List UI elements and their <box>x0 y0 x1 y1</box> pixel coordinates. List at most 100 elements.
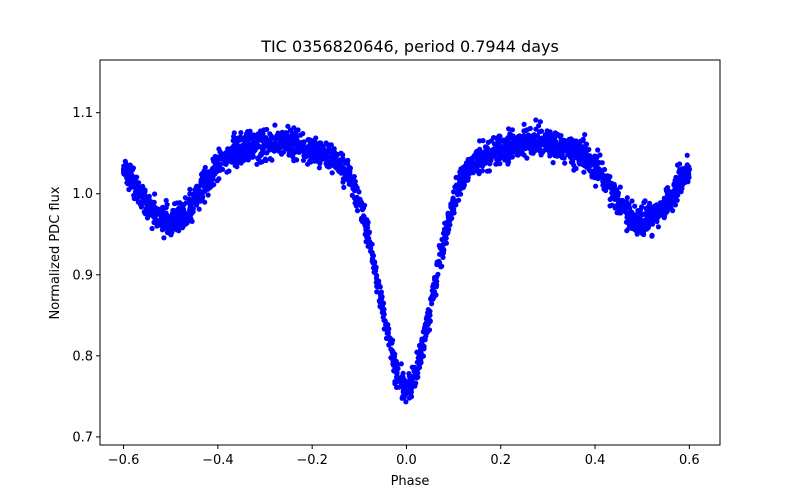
data-point <box>182 216 188 222</box>
data-point <box>307 137 313 143</box>
data-point <box>435 271 441 277</box>
data-point <box>216 176 222 182</box>
data-point <box>605 177 611 183</box>
data-point <box>594 166 600 172</box>
data-point <box>393 369 399 375</box>
data-point <box>301 153 307 159</box>
data-point <box>388 355 394 361</box>
data-point <box>580 159 586 165</box>
data-point <box>347 172 353 178</box>
data-point <box>497 138 504 144</box>
data-point <box>367 241 373 247</box>
data-point <box>554 153 560 159</box>
data-point <box>323 140 329 146</box>
data-point <box>437 251 443 257</box>
x-tick-label: 0.2 <box>490 453 511 468</box>
y-axis-ticks: 0.7 0.8 0.9 1.0 1.1 <box>72 106 100 445</box>
data-point <box>473 168 479 174</box>
data-point <box>282 137 288 143</box>
data-point <box>508 132 514 138</box>
data-point <box>338 150 344 156</box>
data-point <box>274 133 280 140</box>
data-point <box>300 157 307 163</box>
data-point <box>155 211 161 217</box>
data-point <box>274 142 280 148</box>
data-point <box>272 122 278 128</box>
data-point <box>289 146 295 152</box>
data-point <box>442 230 449 236</box>
x-tick-label: 0.4 <box>585 453 606 468</box>
data-point <box>481 154 487 161</box>
data-point <box>533 144 539 150</box>
data-point <box>642 217 648 223</box>
data-point <box>624 195 630 201</box>
data-point <box>419 337 425 343</box>
data-point <box>238 130 244 136</box>
data-point <box>255 155 261 161</box>
data-point <box>284 131 290 137</box>
data-point <box>351 174 357 180</box>
data-point <box>188 215 194 221</box>
data-point <box>144 204 150 211</box>
data-point <box>645 224 652 230</box>
data-point <box>297 147 303 154</box>
data-point <box>212 153 218 160</box>
data-point <box>636 209 642 215</box>
data-point <box>332 154 338 160</box>
data-point <box>538 128 545 134</box>
data-point <box>326 144 332 150</box>
data-point <box>172 201 178 207</box>
data-point <box>646 208 652 214</box>
data-point <box>152 191 158 197</box>
data-point <box>414 359 420 365</box>
data-point <box>280 141 286 147</box>
data-point <box>665 185 671 191</box>
data-point <box>503 149 509 155</box>
data-point <box>566 136 572 142</box>
data-point <box>123 171 129 177</box>
data-point <box>429 293 435 299</box>
data-point <box>451 189 457 195</box>
data-point <box>422 328 429 334</box>
data-point <box>515 145 522 151</box>
data-point <box>593 183 599 189</box>
data-point <box>199 189 205 195</box>
y-tick-label: 0.9 <box>72 268 93 283</box>
data-point <box>642 198 648 204</box>
data-point <box>632 203 638 209</box>
data-point <box>179 202 185 208</box>
data-point <box>567 146 574 152</box>
data-point <box>193 191 199 197</box>
data-point <box>540 148 547 154</box>
data-point <box>151 214 157 220</box>
data-point <box>180 206 187 212</box>
data-point <box>267 156 273 162</box>
data-point <box>406 395 412 401</box>
data-point <box>134 185 140 191</box>
data-point <box>373 279 379 286</box>
data-point <box>568 159 575 165</box>
data-point <box>385 330 391 336</box>
data-point <box>419 346 425 352</box>
data-point <box>621 204 628 210</box>
data-point <box>268 133 274 139</box>
data-point <box>664 196 670 202</box>
data-point <box>146 197 152 203</box>
data-point <box>402 390 408 396</box>
data-point <box>403 399 409 405</box>
data-point <box>406 386 412 392</box>
data-point <box>259 129 265 135</box>
data-point <box>343 171 349 177</box>
data-point <box>354 201 360 207</box>
data-point <box>616 201 622 207</box>
data-point <box>266 142 272 148</box>
x-tick-label: −0.4 <box>202 453 234 468</box>
data-point <box>580 138 586 144</box>
data-point <box>531 137 538 144</box>
data-point <box>465 174 471 181</box>
data-point <box>486 168 492 174</box>
data-point <box>248 149 254 155</box>
data-point <box>581 169 587 175</box>
data-point <box>519 151 525 157</box>
data-point <box>262 156 268 162</box>
